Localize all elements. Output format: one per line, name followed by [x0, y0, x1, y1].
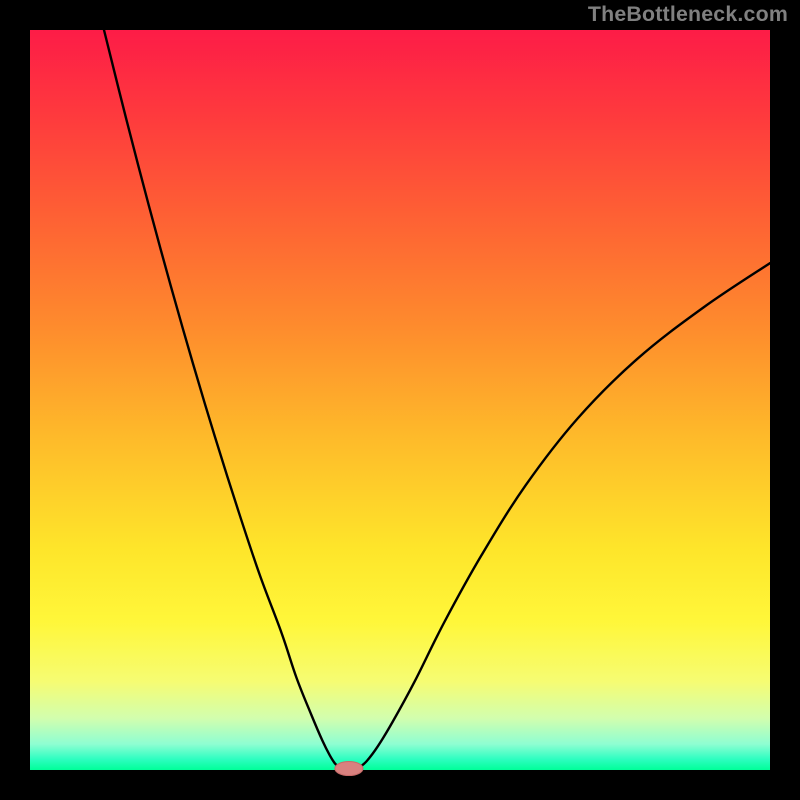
- bottleneck-curve-chart: [0, 0, 800, 800]
- minimum-marker: [335, 761, 363, 775]
- watermark-text: TheBottleneck.com: [588, 2, 788, 27]
- plot-background: [30, 30, 770, 770]
- chart-frame: TheBottleneck.com: [0, 0, 800, 800]
